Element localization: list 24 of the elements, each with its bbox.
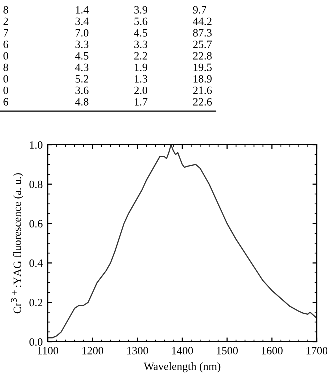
text: 0 4.5 2.2 22.8 [4,52,212,60]
y-tick-label: 0.8 [30,180,43,188]
y-axis-title: Cr$^{3+}$:YAG fluorescence (a. u.) [11,173,24,314]
text: 2 3.4 5.6 44.2 [4,18,212,26]
y-tick-label: 0.2 [30,299,43,307]
x-axis-title: Wavelength (nm) [144,362,221,373]
y-tick-label: 0.6 [30,220,43,228]
x-tick-label: 1600 [262,347,283,355]
text: 8 4.3 1.9 19.5 [4,64,212,72]
x-tick-label: 1200 [82,347,104,355]
text: 6 4.8 1.7 22.6 [4,98,212,106]
line-series [48,145,317,339]
y-tick-label: 1.0 [30,141,43,150]
text: 8 1.4 3.9 9.7 [4,6,206,14]
text: 0 3.6 2.0 21.6 [4,86,212,94]
x-tick-label: 1500 [217,347,238,355]
text: 6 3.3 3.3 25.7 [4,40,212,48]
text: 0 5.2 1.3 18.9 [4,75,212,83]
x-tick-label: 1300 [128,347,148,355]
y-tick-label: 0.4 [30,260,43,268]
x-tick-label: 1100 [38,347,58,355]
x-tick-label: 1400 [172,347,194,355]
y-tick-label: 0.0 [30,338,43,346]
text: 7 7.0 4.5 87.3 [4,29,212,37]
